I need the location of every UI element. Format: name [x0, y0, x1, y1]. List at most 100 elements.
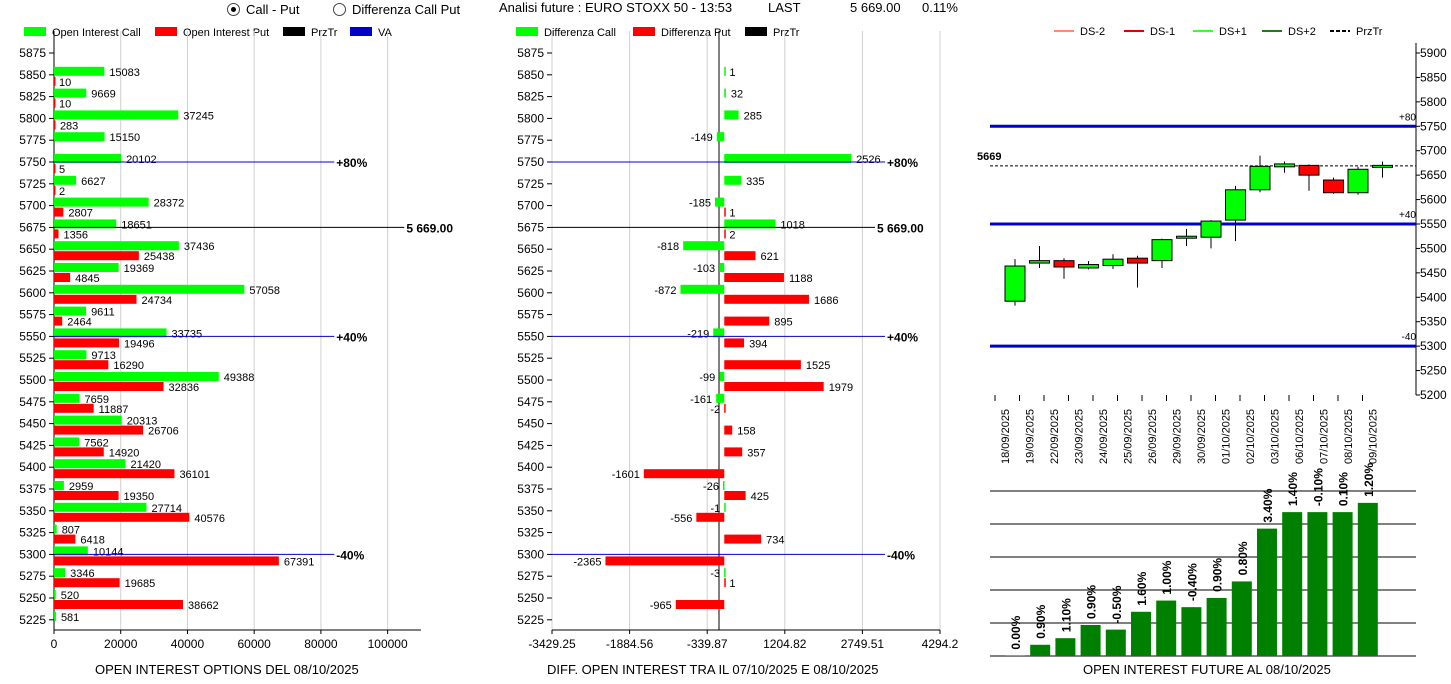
chart2-data-label: 1686	[814, 295, 838, 307]
chart3-y-tick-label: 5600	[1420, 193, 1447, 207]
chart3-y-tick-label: 5500	[1420, 241, 1447, 255]
chart1-data-label: 1356	[64, 229, 88, 241]
last-value: 5 669.00	[850, 0, 901, 15]
chart1-data-label: 25438	[144, 251, 175, 263]
chart4-data-label: -0.40%	[1185, 563, 1199, 601]
chart2-data-label: 1018	[780, 219, 804, 231]
chart2-bar-put	[605, 556, 725, 566]
chart1-data-label: 2807	[68, 208, 92, 220]
chart4-bar	[1357, 502, 1378, 656]
chart3-candle-body	[1102, 258, 1124, 267]
chart1-y-tick-label: 5650	[19, 242, 46, 256]
chart4-data-label: 3.40%	[1261, 488, 1275, 522]
chart2-bar-call	[683, 241, 725, 251]
chart1-data-label: 19350	[124, 491, 155, 503]
chart2-data-label: -2	[710, 404, 720, 416]
chart3-x-tick-label: 24/09/2025	[1098, 409, 1110, 464]
chart3-legend-label: DS+1	[1219, 26, 1247, 38]
chart1-data-label: 6627	[81, 176, 105, 188]
chart1-bar-call	[54, 110, 179, 120]
chart1-bar-put	[54, 316, 63, 326]
chart4-bar	[1181, 607, 1202, 656]
chart3-candle-body	[1225, 189, 1246, 221]
chart2-y-tick-label: 5750	[517, 155, 544, 169]
radio-call-put[interactable]: Call - Put	[227, 2, 299, 17]
chart4-data-label: 0.00%	[1009, 615, 1023, 649]
chart3-ref-label: +80	[1399, 112, 1416, 123]
chart2-data-label: 32	[731, 89, 743, 101]
chart2-y-tick-label: 5575	[517, 308, 544, 322]
chart3-candle-body	[1004, 265, 1026, 302]
chart1-x-tick-label: 0	[51, 637, 58, 651]
chart1-y-tick-label: 5700	[19, 199, 46, 213]
chart2-data-label: 2	[729, 229, 735, 241]
chart2-data-label: 394	[749, 338, 767, 350]
chart1-y-tick-label: 5325	[19, 526, 46, 540]
chart1-data-label: 16290	[113, 360, 144, 372]
chart3-legend-label: DS-2	[1080, 26, 1105, 38]
chart1-data-label: 520	[61, 590, 79, 602]
chart2-title: DIFF. OPEN INTEREST TRA IL 07/10/2025 E …	[547, 662, 879, 677]
chart1-bar-call	[54, 66, 105, 76]
chart2-data-label: 2526	[856, 154, 880, 166]
chart1-y-tick-label: 5625	[19, 264, 46, 278]
chart2-y-tick-label: 5600	[517, 286, 544, 300]
chart1-data-label: 19685	[125, 578, 156, 590]
chart1-data-label: 3346	[70, 568, 94, 580]
chart2-data-label: -103	[693, 263, 715, 275]
chart2-bar-put	[724, 360, 801, 370]
radio-call-put-label: Call - Put	[246, 2, 300, 17]
chart3-x-tick-label: 01/10/2025	[1221, 409, 1233, 464]
chart2-y-tick-label: 5450	[517, 417, 544, 431]
chart4-data-label: 1.60%	[1135, 571, 1149, 605]
chart2-bar-call	[680, 284, 725, 294]
chart2-bar-put	[724, 316, 770, 326]
chart3-candle-body	[1274, 163, 1295, 168]
last-change: 0.11%	[922, 0, 958, 15]
chart3-x-tick-label: 08/10/2025	[1343, 409, 1355, 464]
chart2-bar-put	[724, 338, 745, 348]
chart2-y-tick-label: 5500	[517, 373, 544, 387]
chart2-y-tick-label: 5800	[517, 111, 544, 125]
chart2-y-tick-label: 5650	[517, 242, 544, 256]
chart1-legend-swatch	[350, 27, 372, 36]
chart2-legend-label: Differenza Put	[661, 27, 731, 39]
chart4-data-label: 0.90%	[1211, 558, 1225, 592]
chart1-bar-call	[54, 175, 77, 185]
chart1-y-tick-label: 5875	[19, 46, 46, 60]
chart1-x-tick-label: 100000	[368, 637, 408, 651]
chart3-legend-label: DS+2	[1288, 26, 1316, 38]
chart2-bar-call	[724, 219, 776, 229]
chart2-data-label: -2365	[573, 556, 601, 568]
chart2-bar-put	[724, 382, 824, 391]
chart1-data-label: 32836	[169, 382, 200, 394]
chart3-x-tick-label: 19/09/2025	[1025, 409, 1037, 464]
chart1-data-label: 5	[59, 164, 65, 176]
chart2-bar-call	[716, 132, 725, 142]
chart4-bar	[1131, 611, 1151, 656]
chart2-data-label: 621	[760, 251, 778, 263]
chart1-bar-put	[54, 578, 120, 588]
chart2-data-label: -149	[691, 132, 713, 144]
chart4-bar	[1307, 512, 1328, 656]
radio-unselected-icon[interactable]	[333, 3, 346, 16]
chart1-bar-call	[54, 132, 105, 142]
radio-selected-icon[interactable]	[227, 3, 240, 16]
chart1-bar-put	[54, 76, 56, 86]
chart1-bar-put	[54, 98, 56, 108]
chart3-ref-label: -40	[1402, 332, 1417, 343]
chart2-x-tick-label: 2749.51	[841, 637, 885, 651]
radio-diff[interactable]: Differenza Call Put	[333, 2, 460, 17]
chart1-data-label: 15083	[109, 67, 140, 79]
chart1-data-label: 26706	[148, 426, 179, 438]
chart4-data-label: -0.10%	[1311, 468, 1325, 506]
chart1-bar-call	[54, 88, 87, 98]
chart1-data-label: 15150	[110, 132, 141, 144]
chart1-data-label: 9669	[91, 89, 115, 101]
chart2-data-label: 895	[774, 317, 792, 329]
chart3-y-tick-label: 5650	[1420, 168, 1447, 182]
last-label: LAST	[768, 0, 801, 15]
chart1-data-label: 10	[59, 99, 71, 111]
chart1-bar-put	[54, 556, 279, 566]
chart2-data-label: 1188	[789, 273, 813, 285]
